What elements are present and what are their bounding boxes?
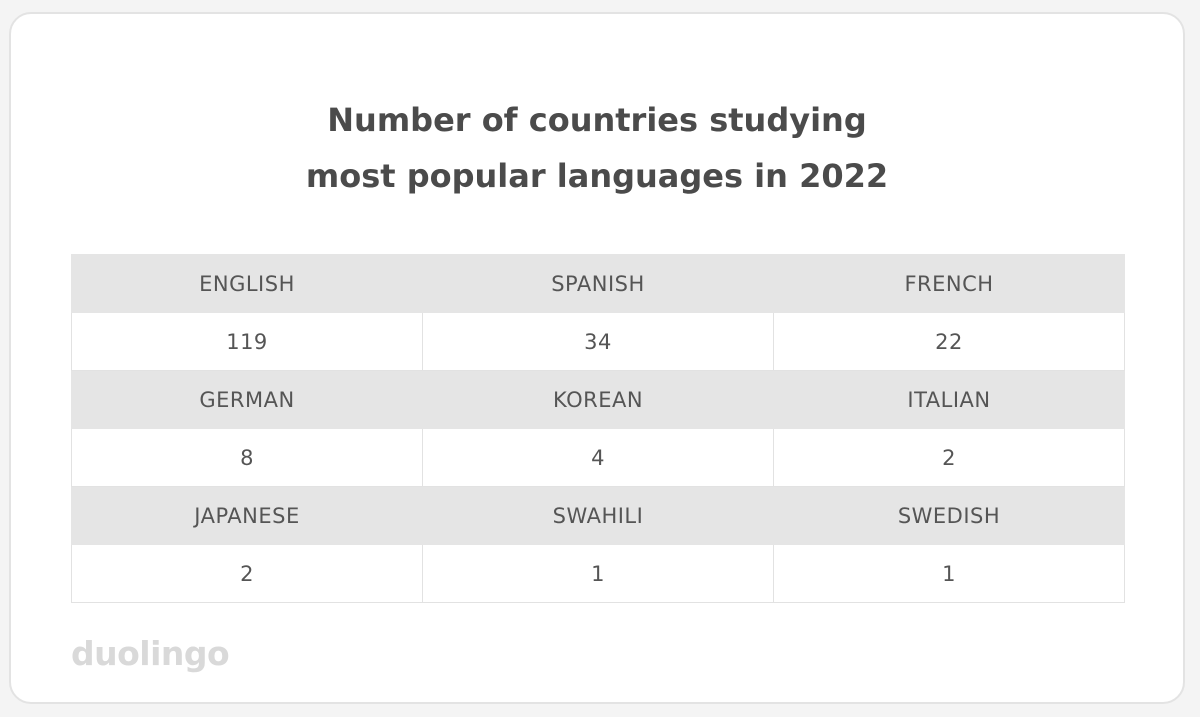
language-label: JAPANESE — [71, 486, 423, 545]
country-count: 1 — [773, 544, 1125, 603]
languages-table: ENGLISH SPANISH FRENCH 119 34 22 GERMAN … — [71, 254, 1125, 603]
language-label: ITALIAN — [773, 370, 1125, 429]
country-count: 1 — [422, 544, 774, 603]
country-count: 8 — [71, 428, 423, 487]
country-count: 2 — [773, 428, 1125, 487]
chart-title-line-2: most popular languages in 2022 — [305, 157, 889, 195]
language-label: ENGLISH — [71, 254, 423, 313]
chart-title: Number of countries studying most popula… — [11, 92, 1183, 204]
table-value-row: 2 1 1 — [71, 544, 1125, 603]
language-label: GERMAN — [71, 370, 423, 429]
duolingo-logo: duolingo — [71, 634, 230, 673]
country-count: 119 — [71, 312, 423, 371]
language-label: SPANISH — [422, 254, 774, 313]
table-value-row: 119 34 22 — [71, 312, 1125, 371]
table-header-row: JAPANESE SWAHILI SWEDISH — [71, 486, 1125, 545]
country-count: 4 — [422, 428, 774, 487]
table-header-row: GERMAN KOREAN ITALIAN — [71, 370, 1125, 429]
table-value-row: 8 4 2 — [71, 428, 1125, 487]
country-count: 34 — [422, 312, 774, 371]
chart-title-line-1: Number of countries studying — [327, 101, 867, 139]
language-label: KOREAN — [422, 370, 774, 429]
language-label: SWAHILI — [422, 486, 774, 545]
table-header-row: ENGLISH SPANISH FRENCH — [71, 254, 1125, 313]
language-label: SWEDISH — [773, 486, 1125, 545]
chart-card: Number of countries studying most popula… — [9, 12, 1185, 704]
country-count: 22 — [773, 312, 1125, 371]
country-count: 2 — [71, 544, 423, 603]
language-label: FRENCH — [773, 254, 1125, 313]
